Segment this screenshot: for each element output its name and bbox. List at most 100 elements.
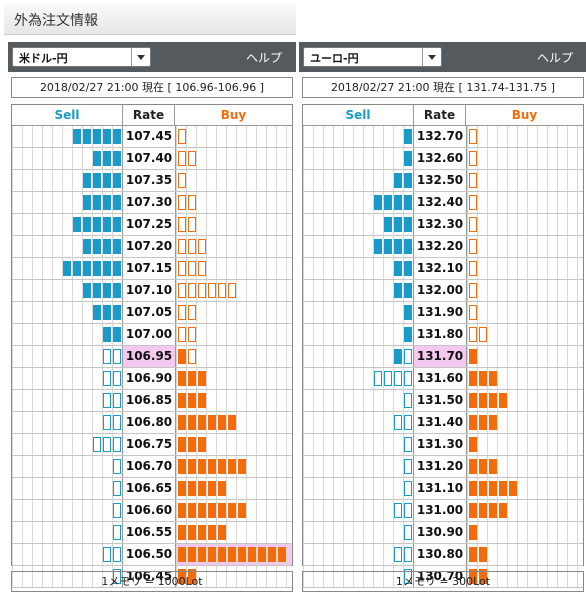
sell-volume-unit [374,195,382,210]
buy-volume-unit [469,283,477,298]
order-book-header: Sell Rate Buy [12,105,292,126]
sell-cell [303,170,413,191]
sell-volume-unit [83,173,91,188]
rate-cell: 132.60 [413,148,467,169]
chevron-down-icon[interactable] [131,48,150,66]
buy-volume-unit [188,415,196,430]
buy-volume-unit [178,195,186,210]
buy-volume-unit [178,151,186,166]
buy-volume-unit [238,503,246,518]
buy-volume-unit [188,569,196,584]
sell-cell [303,522,413,543]
scale-note: 1メモリ = 300Lot [302,571,584,592]
buy-volume-unit [469,503,477,518]
buy-volume-unit [198,481,206,496]
chevron-down-icon[interactable] [422,48,441,66]
sell-cell [12,412,122,433]
buy-volume-unit [178,547,186,562]
rate-cell: 132.70 [413,126,467,147]
buy-volume-unit [178,459,186,474]
buy-cell [176,478,292,499]
order-book-row: 131.50 [303,390,583,412]
buy-cell [467,544,583,565]
order-book-row: 132.60 [303,148,583,170]
rate-cell: 132.30 [413,214,467,235]
sell-volume-unit [404,349,412,364]
sell-volume-unit [404,415,412,430]
sell-volume-unit [404,283,412,298]
sell-volume-unit [404,371,412,386]
help-link[interactable]: ヘルプ [245,51,282,65]
buy-volume-unit [198,371,206,386]
sell-volume-unit [103,239,111,254]
rate-cell: 107.40 [122,148,176,169]
sell-volume-unit [113,547,121,562]
currency-pair-value: ユーロ-円 [310,52,359,65]
order-book-row: 106.90 [12,368,292,390]
buy-volume-unit [268,547,276,562]
sell-cell [303,346,413,367]
rate-cell: 131.60 [413,368,467,389]
rate-cell: 132.00 [413,280,467,301]
buy-volume-unit [178,129,186,144]
sell-cell [303,390,413,411]
buy-volume-unit [178,481,186,496]
buy-volume-unit [178,305,186,320]
currency-pair-select[interactable]: 米ドル-円 [12,47,151,67]
buy-volume-unit [198,503,206,518]
order-book-row: 132.30 [303,214,583,236]
order-book-row: 107.30 [12,192,292,214]
rate-cell: 107.05 [122,302,176,323]
rate-cell: 131.00 [413,500,467,521]
buy-cell [467,214,583,235]
order-book-row: 106.65 [12,478,292,500]
buy-volume-unit [208,525,216,540]
sell-cell [12,126,122,147]
sell-volume-unit [113,459,121,474]
buy-volume-unit [188,305,196,320]
currency-pair-select[interactable]: ユーロ-円 [303,47,442,67]
sell-cell [303,258,413,279]
buy-volume-unit [469,481,477,496]
buy-volume-unit [188,525,196,540]
buy-volume-unit [218,415,226,430]
order-book-row: 131.60 [303,368,583,390]
buy-volume-unit [208,459,216,474]
buy-volume-unit [479,415,487,430]
sell-volume-unit [93,437,101,452]
buy-volume-unit [479,481,487,496]
sell-cell [12,368,122,389]
buy-volume-unit [489,371,497,386]
order-book-row: 107.10 [12,280,292,302]
help-link[interactable]: ヘルプ [536,51,573,65]
sell-volume-unit [404,481,412,496]
sell-volume-unit [404,173,412,188]
buy-cell [467,390,583,411]
buy-volume-unit [178,393,186,408]
buy-volume-unit [499,503,507,518]
buy-volume-unit [178,525,186,540]
sell-volume-unit [113,261,121,276]
buy-volume-unit [208,415,216,430]
buy-volume-unit [188,393,196,408]
sell-volume-unit [394,415,402,430]
buy-volume-unit [469,327,477,342]
sell-volume-unit [83,239,91,254]
buy-cell [467,236,583,257]
rate-cell: 107.10 [122,280,176,301]
sell-volume-unit [404,569,412,584]
buy-volume-unit [228,283,236,298]
buy-volume-unit [469,459,477,474]
sell-volume-unit [73,261,81,276]
sell-cell [12,148,122,169]
order-book-row: 130.80 [303,544,583,566]
buy-cell [176,390,292,411]
rate-cell: 107.20 [122,236,176,257]
buy-cell [176,456,292,477]
sell-volume-unit [394,503,402,518]
buy-volume-unit [469,151,477,166]
order-book-row: 107.20 [12,236,292,258]
rate-cell: 132.20 [413,236,467,257]
buy-volume-unit [188,239,196,254]
buy-volume-unit [178,349,186,364]
